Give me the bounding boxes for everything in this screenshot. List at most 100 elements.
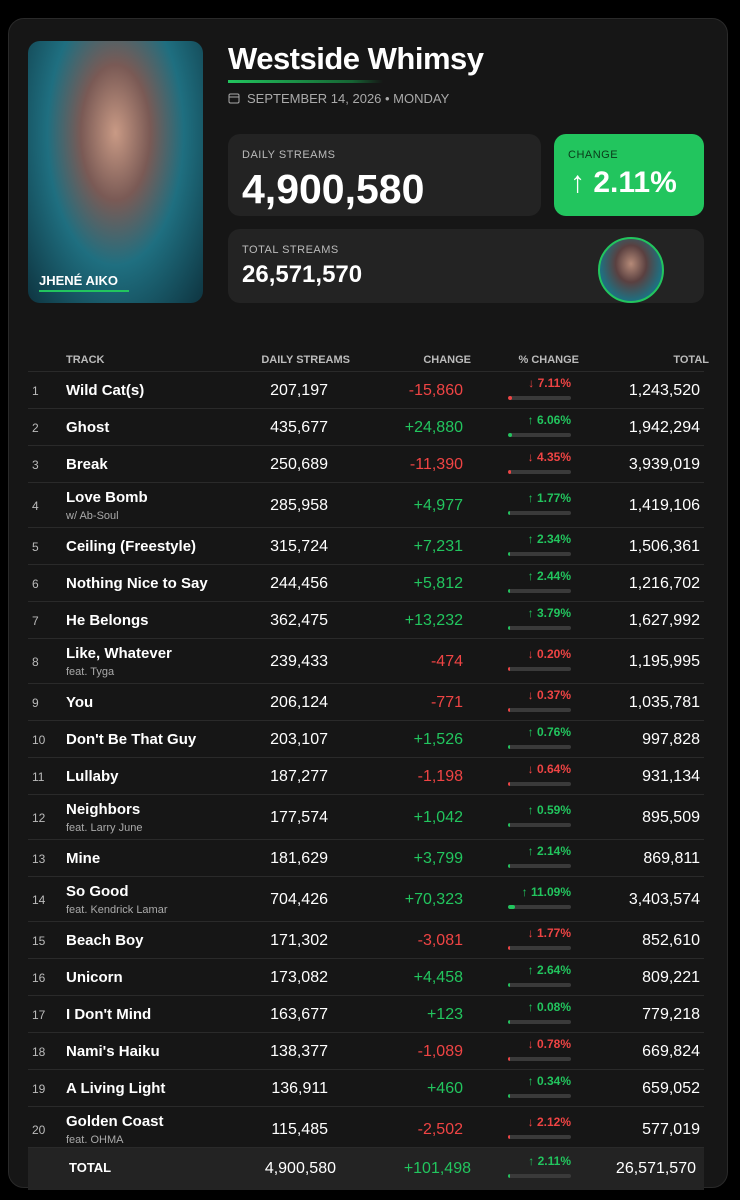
track-name: TOTAL: [69, 1160, 112, 1175]
change: -771: [430, 693, 463, 711]
pct-bar: [508, 551, 510, 556]
change: +1,042: [413, 808, 463, 826]
rank: 13: [32, 851, 46, 866]
pct-bar-track: [508, 904, 571, 909]
column-header: % CHANGE: [518, 354, 579, 366]
total-streams: 669,824: [642, 1042, 700, 1060]
pct-change: ↑ 2.34%: [527, 531, 571, 546]
track-feature: feat. Larry June: [66, 821, 143, 834]
daily-streams: 207,197: [270, 381, 328, 399]
daily-streams: 206,124: [270, 693, 328, 711]
pct-change: ↓ 0.78%: [527, 1036, 571, 1051]
change: +1,526: [413, 730, 463, 748]
rank: 8: [32, 654, 39, 669]
pct-bar: [508, 744, 510, 749]
track-feature: feat. Kendrick Lamar: [66, 903, 168, 916]
pct-bar-track: [508, 945, 571, 950]
daily-streams: 704,426: [270, 890, 328, 908]
track-name: Golden Coast: [66, 1112, 164, 1130]
track-name: I Don't Mind: [66, 1005, 152, 1023]
date: SEPTEMBER 14, 2026 • MONDAY: [247, 91, 450, 106]
total-streams: 779,218: [642, 1005, 700, 1023]
table-row: 15 Beach Boy 171,302 -3,081 ↓ 1.77% 852,610: [28, 921, 704, 959]
rank: 9: [32, 695, 39, 710]
pct-bar-track: [508, 1134, 571, 1139]
change: +7,231: [413, 537, 463, 555]
track-name: Don't Be That Guy: [66, 730, 197, 748]
table-row: 12 Neighbors feat. Larry June 177,574 +1,042…: [28, 794, 704, 840]
pct-bar-track: [508, 822, 571, 827]
change-label: CHANGE: [568, 149, 619, 161]
daily-streams: 250,689: [270, 455, 328, 473]
table-row: 5 Ceiling (Freestyle) 315,724 +7,231 ↑ 2.34%…: [28, 527, 704, 565]
pct-bar-track: [508, 666, 571, 671]
track-feature: feat. Tyga: [66, 665, 115, 678]
daily-streams: 136,911: [271, 1079, 328, 1097]
total-streams: 3,939,019: [628, 455, 700, 473]
total-streams: 1,243,520: [628, 381, 700, 399]
rank: 19: [32, 1081, 46, 1096]
column-header: TOTAL: [673, 354, 709, 366]
total-streams: 659,052: [642, 1079, 700, 1097]
pct-change: ↑ 2.11%: [528, 1154, 571, 1168]
pct-bar: [508, 1093, 510, 1098]
total-streams: 1,506,361: [628, 537, 700, 555]
pct-change: ↑ 0.76%: [527, 724, 571, 739]
change: +3,799: [413, 849, 463, 867]
daily-streams: 177,574: [270, 808, 328, 826]
pct-change: ↓ 0.64%: [527, 761, 571, 776]
table: TRACK DAILY STREAMS CHANGE % CHANGE TOTAL 1 Wi…: [28, 329, 709, 1190]
total-streams: 931,134: [642, 767, 700, 785]
track-feature: w/ Ab-Soul: [66, 509, 119, 522]
track-name: Neighbors: [66, 800, 141, 818]
rank: 5: [32, 539, 39, 554]
track-name: Nami's Haiku: [66, 1042, 160, 1060]
table-row: 11 Lullaby 187,277 -1,198 ↓ 0.64% 931,134: [28, 757, 704, 795]
track-name: Nothing Nice to Say: [66, 574, 208, 592]
table-row: 16 Unicorn 173,082 +4,458 ↑ 2.64% 809,221: [28, 958, 704, 996]
rank: 2: [32, 420, 39, 435]
change: -1,198: [417, 767, 463, 785]
pct-bar: [508, 1174, 510, 1178]
track-feature: feat. OHMA: [66, 1133, 124, 1146]
daily-streams: 181,629: [270, 849, 328, 867]
artist-name: JHENÉ AIKO: [39, 273, 118, 288]
table-row: 1 Wild Cat(s) 207,197 -15,860 ↓ 7.11% 1,243,5…: [28, 371, 704, 409]
track-name: Like, Whatever: [66, 644, 172, 662]
change: +4,458: [413, 968, 463, 986]
pct-change: ↑ 2.44%: [527, 568, 571, 583]
rank: 14: [32, 892, 46, 907]
column-header: DAILY STREAMS: [261, 354, 350, 366]
pct-change: ↓ 4.35%: [527, 449, 571, 464]
pct-change: ↑ 3.79%: [527, 605, 571, 620]
rank: 10: [32, 732, 46, 747]
table-row: 20 Golden Coast feat. OHMA 115,485 -2,502 ↓ 2…: [28, 1106, 704, 1152]
pct-bar: [508, 822, 510, 827]
total-streams: 1,942,294: [628, 418, 700, 436]
pct-change: ↑ 0.34%: [527, 1073, 571, 1088]
change-value: ↑ 2.11%: [570, 166, 677, 199]
pct-bar: [508, 666, 510, 671]
track-name: Ghost: [66, 418, 110, 436]
track-name: A Living Light: [66, 1079, 166, 1097]
pct-bar: [508, 625, 511, 630]
total-streams: 1,195,995: [628, 652, 700, 670]
rank: 16: [32, 970, 46, 985]
pct-bar-track: [508, 625, 571, 630]
change-box: CHANGE ↑ 2.11%: [554, 134, 704, 216]
daily-streams: 171,302: [270, 931, 328, 949]
total-streams: 852,610: [642, 931, 700, 949]
change: -474: [430, 652, 463, 670]
pct-bar: [508, 395, 513, 400]
total-streams: 895,509: [642, 808, 700, 826]
pct-bar-track: [508, 1019, 571, 1024]
pct-bar-track: [508, 1056, 571, 1061]
change: -15,860: [408, 381, 463, 399]
total-value: 26,571,570: [242, 261, 363, 288]
change: -2,502: [417, 1120, 463, 1138]
track-name: You: [66, 693, 94, 711]
card: JHENÉ AIKO Westside Whimsy SEPTEMBER 14,…: [8, 18, 728, 1190]
pct-bar: [508, 1019, 510, 1024]
daily-streams: 315,724: [270, 537, 328, 555]
